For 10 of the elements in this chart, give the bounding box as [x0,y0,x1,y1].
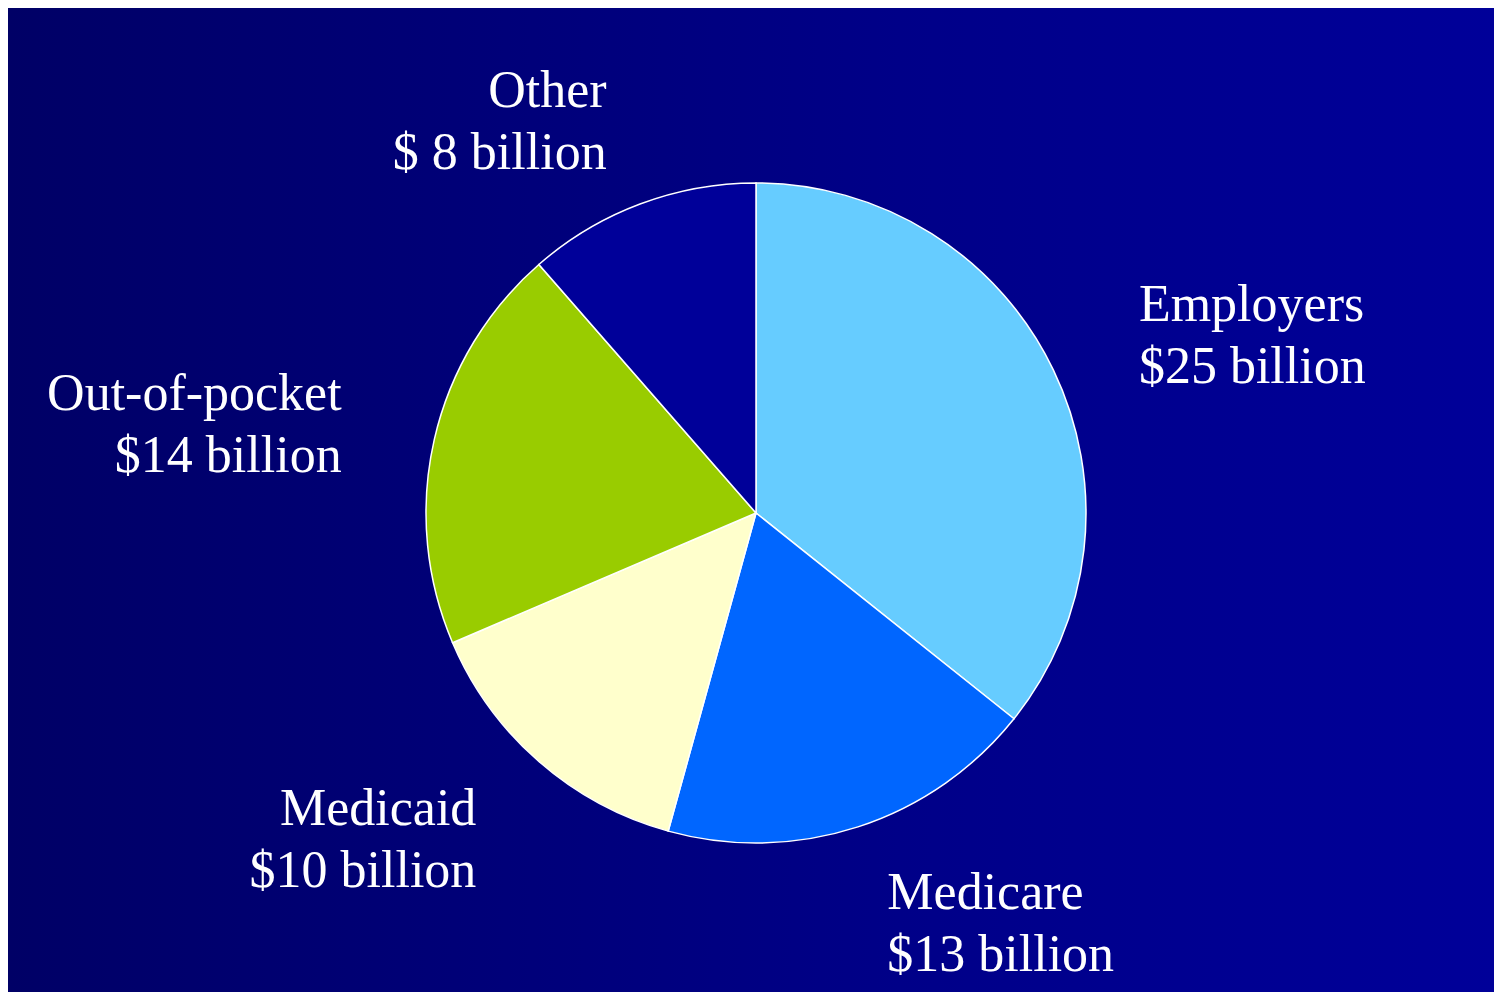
data-label: $25 billion [1138,336,1366,394]
slice-label: Medicare [887,863,1084,921]
slice-label: Employers [1138,274,1365,332]
data-label: $14 billion [114,426,342,484]
slice-label: Out-of-pocket [47,364,343,422]
slice-label: Medicaid [280,779,477,837]
data-label: $ 8 billion [392,123,607,181]
data-label: $13 billion [887,925,1115,983]
data-label: $10 billion [249,841,477,899]
slice-label: Other [488,61,607,119]
